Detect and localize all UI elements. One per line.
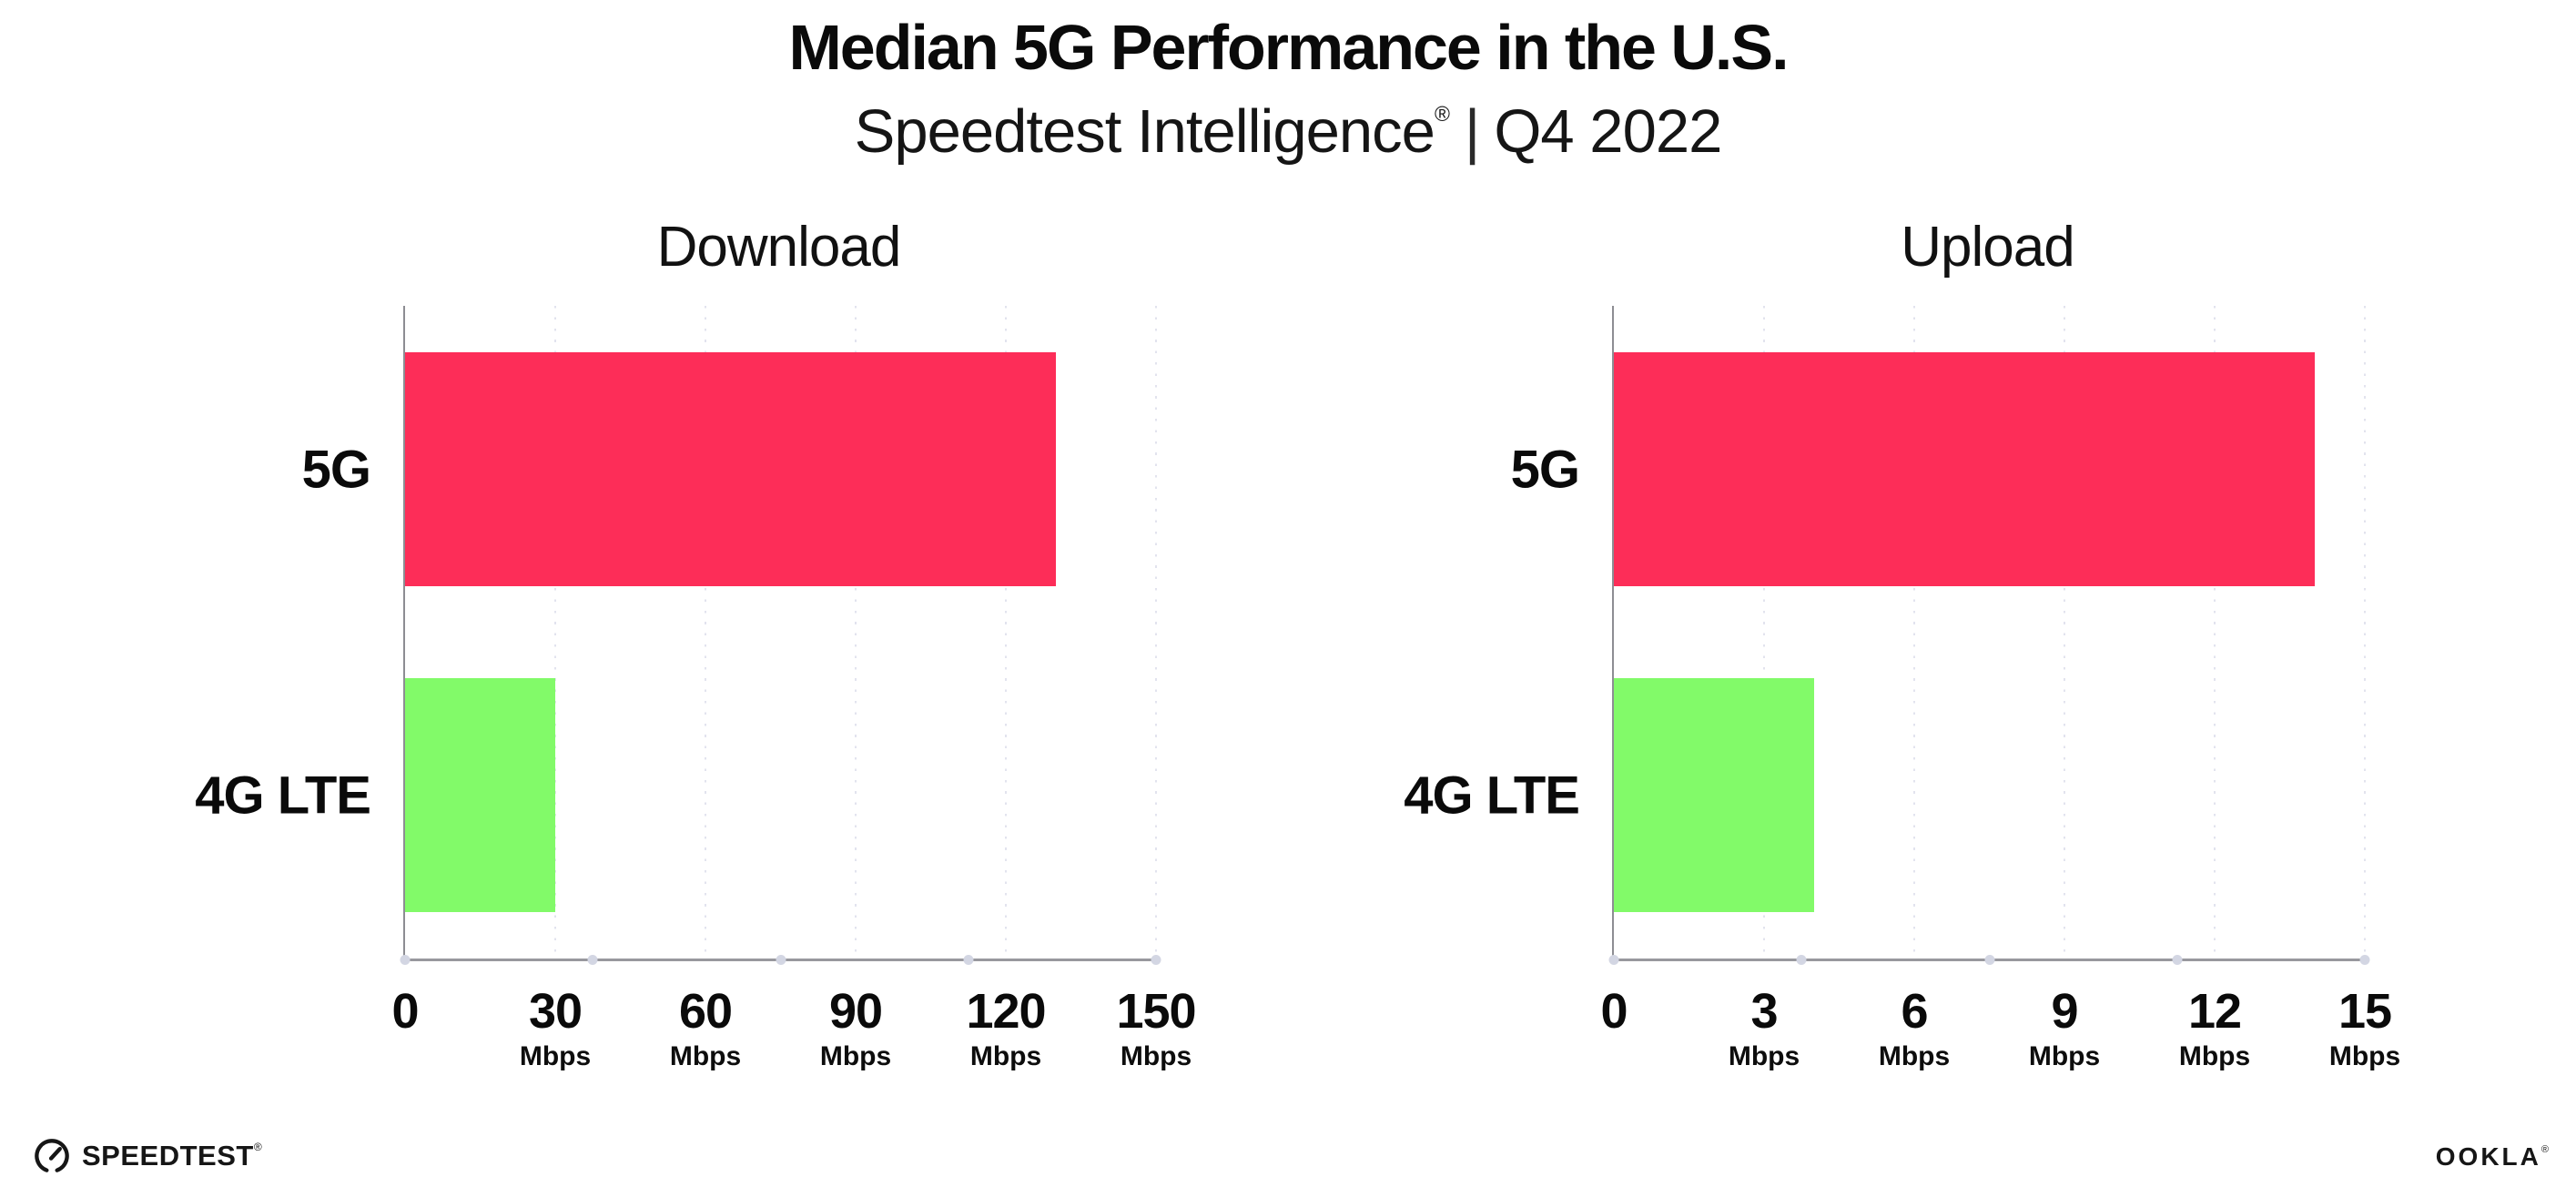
- upload-chart: Upload 5G 4G LTE 0 3 Mbps 6 Mbps 9 Mbps 12 Mbps 15 M…: [1404, 216, 2400, 1071]
- axis-baseline-dot: [587, 955, 598, 965]
- x-tick-value: 150: [1116, 984, 1196, 1039]
- gridline-3: [1763, 306, 1765, 959]
- bar-4g-lte: [1614, 678, 1814, 912]
- x-tick-9: 9 Mbps: [2029, 986, 2100, 1072]
- speedtest-gauge-icon: [33, 1137, 71, 1175]
- gridline-150: [1155, 306, 1157, 959]
- bar-5g: [405, 352, 1056, 586]
- gridline-12: [2214, 306, 2216, 959]
- registered-trademark-mark: ®: [1434, 102, 1450, 126]
- axis-baseline-dot: [1151, 955, 1161, 965]
- x-tick-value: 3: [1750, 984, 1778, 1039]
- x-tick-150: 150 Mbps: [1116, 984, 1196, 1072]
- x-tick-60: 60 Mbps: [670, 986, 741, 1072]
- gridline-30: [554, 306, 556, 959]
- x-tick-value: 0: [1600, 984, 1628, 1039]
- gridline-60: [705, 306, 706, 959]
- x-tick-0: 0: [1600, 984, 1628, 1039]
- x-tick-6: 6 Mbps: [1879, 986, 1950, 1072]
- x-tick-unit: Mbps: [2028, 1040, 2101, 1071]
- x-tick-3: 3 Mbps: [1729, 986, 1800, 1072]
- x-tick-unit: Mbps: [819, 1040, 892, 1071]
- x-tick-unit: Mbps: [2328, 1040, 2401, 1071]
- x-tick-value: 60: [678, 984, 733, 1039]
- chart-title-upload: Upload: [1901, 216, 2074, 279]
- x-tick-value: 6: [1901, 984, 1928, 1039]
- axis-baseline-dot: [400, 955, 411, 965]
- ookla-logo: OOKLA®: [2436, 1142, 2549, 1172]
- gridline-9: [2064, 306, 2065, 959]
- page-title: Median 5G Performance in the U.S.: [788, 12, 1789, 83]
- x-tick-value: 0: [391, 984, 419, 1039]
- x-tick-unit: Mbps: [519, 1040, 592, 1071]
- gridline-15: [2364, 306, 2366, 959]
- axis-baseline-dot: [963, 955, 974, 965]
- upload-plot-area: 5G 4G LTE 0 3 Mbps 6 Mbps 9 Mbps 12 Mbps 15 Mbps: [1404, 306, 2400, 1071]
- speedtest-registered-mark: ®: [253, 1141, 262, 1153]
- category-label-4g-lte: 4G LTE: [1404, 766, 1580, 825]
- x-tick-120: 120 Mbps: [966, 984, 1046, 1072]
- x-tick-value: 120: [966, 984, 1046, 1039]
- axis-baseline-dot: [1608, 955, 1619, 965]
- bar-4g-lte: [405, 678, 555, 912]
- download-plot-area: 5G 4G LTE 0 30 Mbps 60 Mbps 90 Mbps 120 Mbps 150 Mbp…: [195, 306, 1197, 1071]
- x-tick-value: 30: [528, 984, 583, 1039]
- bar-5g: [1614, 352, 2315, 586]
- speedtest-logo: SPEEDTEST®: [33, 1137, 262, 1175]
- ookla-logo-text: OOKLA®: [2435, 1142, 2549, 1171]
- x-tick-12: 12 Mbps: [2179, 986, 2250, 1072]
- x-tick-unit: Mbps: [1120, 1040, 1192, 1071]
- x-tick-unit: Mbps: [2178, 1040, 2251, 1071]
- x-tick-30: 30 Mbps: [520, 986, 591, 1072]
- x-tick-unit: Mbps: [669, 1040, 742, 1071]
- gridline-6: [1913, 306, 1915, 959]
- axis-baseline-dot: [2359, 955, 2370, 965]
- download-chart: Download 5G 4G LTE 0 30 Mbps 60 Mbps 90 Mbps 120 M…: [195, 216, 1197, 1071]
- chart-title-download: Download: [656, 216, 902, 279]
- x-tick-unit: Mbps: [1728, 1040, 1800, 1071]
- category-label-5g: 5G: [301, 440, 371, 499]
- gridline-90: [855, 306, 857, 959]
- x-tick-value: 15: [2338, 984, 2392, 1039]
- x-tick-value: 90: [828, 984, 883, 1039]
- axis-baseline-dot: [2172, 955, 2183, 965]
- x-tick-90: 90 Mbps: [820, 986, 891, 1072]
- axis-baseline-dot: [1796, 955, 1807, 965]
- x-tick-15: 15 Mbps: [2329, 986, 2400, 1072]
- category-label-5g: 5G: [1510, 440, 1580, 499]
- category-label-4g-lte: 4G LTE: [195, 766, 371, 825]
- x-tick-value: 9: [2051, 984, 2078, 1039]
- ookla-registered-mark: ®: [2541, 1144, 2549, 1155]
- subtitle-brand: Speedtest Intelligence: [854, 97, 1435, 166]
- speedtest-logo-text: SPEEDTEST®: [82, 1140, 262, 1172]
- x-tick-unit: Mbps: [1878, 1040, 1951, 1071]
- axis-baseline-dot: [1984, 955, 1994, 965]
- gridline-120: [1005, 306, 1007, 959]
- x-tick-value: 12: [2187, 984, 2242, 1039]
- axis-baseline-dot: [776, 955, 786, 965]
- x-tick-0: 0: [391, 984, 419, 1039]
- x-tick-unit: Mbps: [969, 1040, 1042, 1071]
- page-subtitle: Speedtest Intelligence® | Q4 2022: [0, 96, 2576, 167]
- subtitle-period: Q4 2022: [1494, 97, 1722, 166]
- subtitle-separator: |: [1464, 97, 1480, 166]
